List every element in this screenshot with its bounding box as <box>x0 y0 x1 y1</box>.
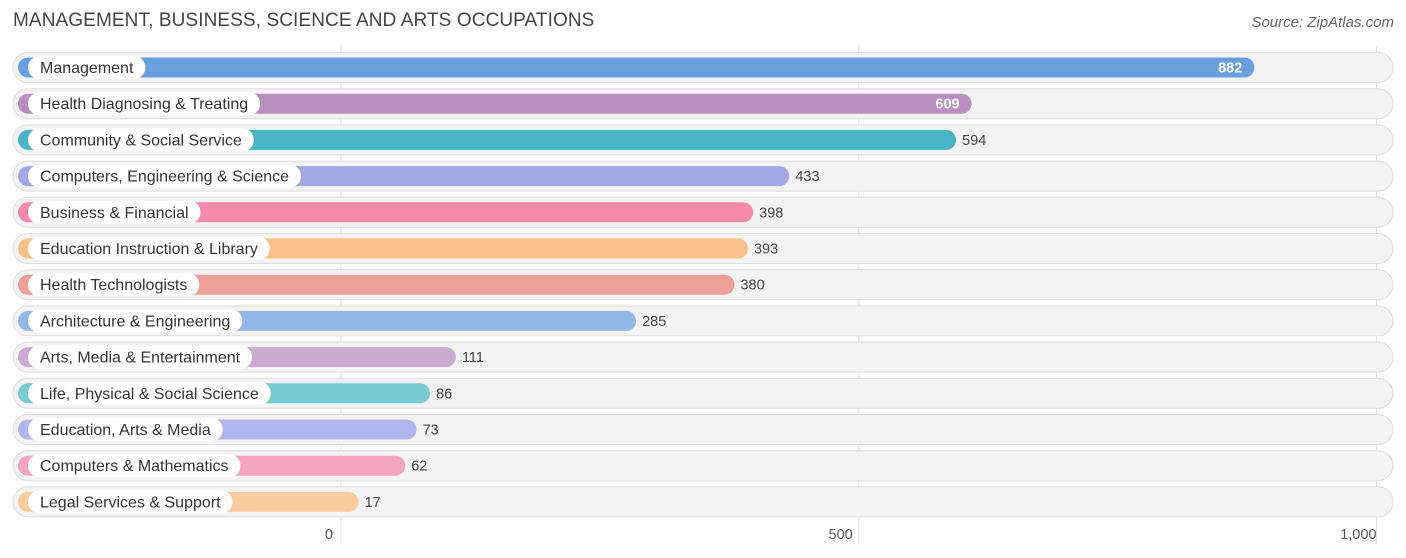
category-label-pill <box>28 164 302 188</box>
bar <box>18 57 1255 78</box>
category-label: Life, Physical & Social Science <box>40 386 259 403</box>
category-label-pill <box>28 200 201 224</box>
value-label: 594 <box>962 133 986 149</box>
category-label: Education, Arts & Media <box>40 422 211 439</box>
value-label: 882 <box>1218 61 1242 77</box>
value-label: 285 <box>642 314 666 330</box>
tick-label-2: 1,000 <box>1340 527 1376 543</box>
category-label-pill <box>28 56 146 79</box>
category-label: Health Technologists <box>40 277 187 294</box>
category-label-pill <box>28 454 241 478</box>
bar-row: Legal Services & Support 17 <box>12 486 1394 518</box>
category-label-pill <box>28 92 261 116</box>
category-label-pill <box>28 418 223 441</box>
value-label: 17 <box>365 495 381 511</box>
category-label-pill <box>28 237 270 260</box>
source-attribution: Source: ZipAtlas.com <box>1251 14 1394 31</box>
bar-row: Business & Financial 398 <box>12 196 1394 228</box>
bar-row: Architecture & Engineering 285 <box>12 305 1394 337</box>
bar-row: Arts, Media & Entertainment 111 <box>12 341 1394 373</box>
x-axis-ticks: 0 500 1,000 <box>325 527 1377 543</box>
value-label: 62 <box>411 459 427 475</box>
category-label: Architecture & Engineering <box>40 313 230 330</box>
bar-track <box>12 486 1394 518</box>
value-label: 73 <box>423 423 439 439</box>
bar-row: Health Technologists 380 <box>12 269 1394 301</box>
category-label: Computers & Mathematics <box>40 458 229 475</box>
category-label-pill <box>28 273 200 297</box>
bar-row: Education, Arts & Media 73 <box>12 414 1394 445</box>
bar-rows: Management 882 Health Diagnosing & Treatin… <box>12 52 1394 518</box>
value-label: 111 <box>462 350 484 366</box>
value-label: 398 <box>759 205 783 221</box>
category-label: Education Instruction & Library <box>40 241 258 258</box>
category-label-pill <box>28 381 271 405</box>
bar-row: Education Instruction & Library 393 <box>12 233 1394 264</box>
category-label-pill <box>28 128 254 152</box>
value-label: 393 <box>754 242 778 258</box>
category-label-pill <box>28 490 233 514</box>
bar-row: Health Diagnosing & Treating 609 <box>12 88 1394 120</box>
value-label: 609 <box>935 97 959 113</box>
category-label: Health Diagnosing & Treating <box>40 96 248 113</box>
bar <box>18 202 754 223</box>
bar-row: Computers & Mathematics 62 <box>12 450 1394 482</box>
category-label: Management <box>40 60 134 77</box>
bar-row: Life, Physical & Social Science 86 <box>12 377 1394 409</box>
category-label-pill <box>28 345 253 369</box>
chart-title: MANAGEMENT, BUSINESS, SCIENCE AND ARTS O… <box>13 10 595 31</box>
category-label: Arts, Media & Entertainment <box>40 350 241 367</box>
bar-row: Community & Social Service 594 <box>12 124 1394 156</box>
value-label: 380 <box>740 278 764 294</box>
category-label: Business & Financial <box>40 205 189 222</box>
bar-row: Computers, Engineering & Science 433 <box>12 160 1394 192</box>
bar-row: Management 882 <box>12 52 1394 83</box>
value-label: 433 <box>795 169 819 185</box>
category-label: Legal Services & Support <box>40 494 221 511</box>
tick-label-1: 500 <box>829 527 853 543</box>
tick-label-0: 0 <box>325 527 333 543</box>
category-label: Community & Social Service <box>40 132 242 149</box>
value-label: 86 <box>436 386 452 402</box>
category-label: Computers, Engineering & Science <box>40 169 289 186</box>
category-label-pill <box>28 309 243 333</box>
